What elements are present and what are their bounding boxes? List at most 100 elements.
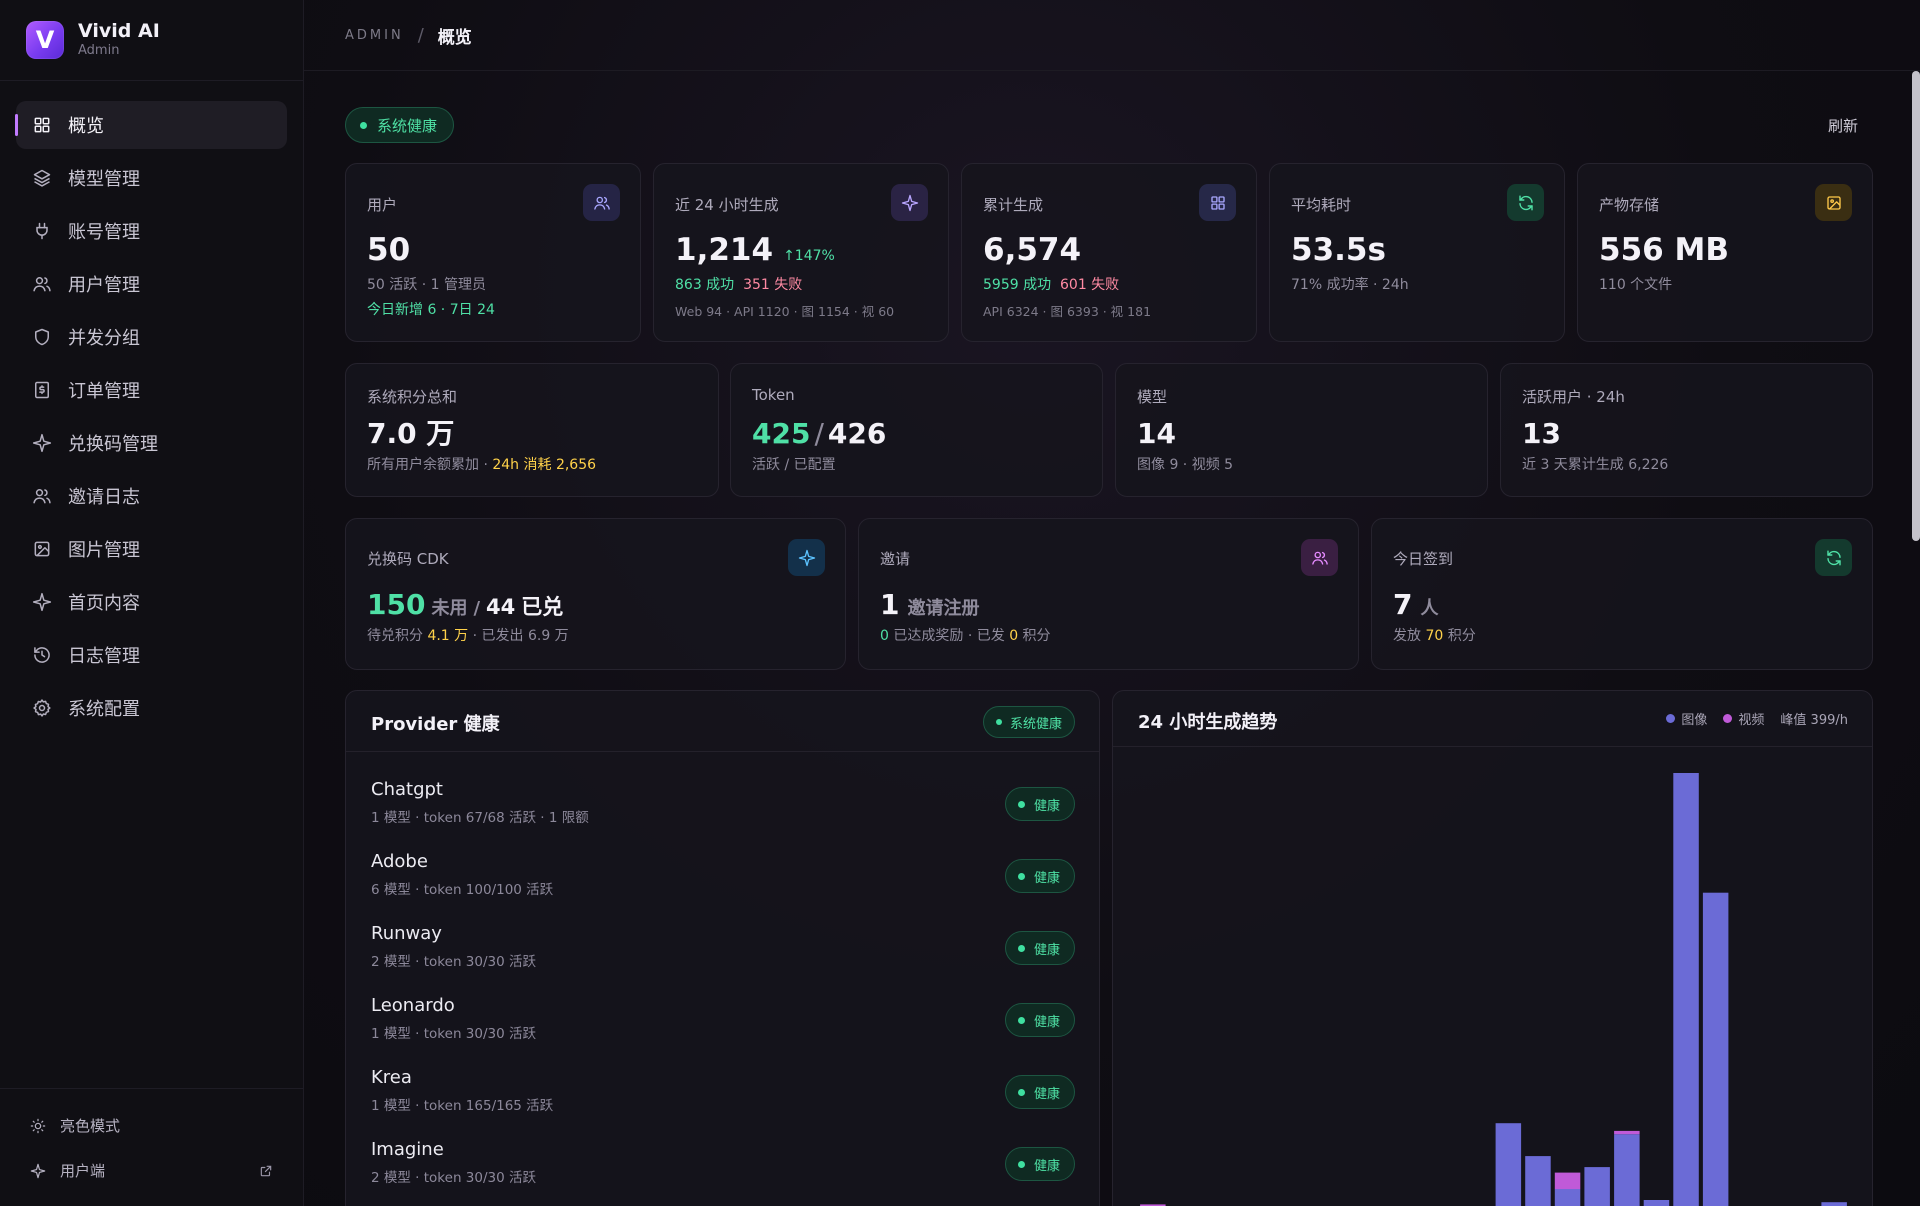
cdk-issued: · 已发出 6.9 万 [468,628,569,644]
cdk-unused-unit: 未用 [431,598,468,619]
invite-reward-label: 已达成奖励 · 已发 [888,628,1010,644]
stat-label: 用户 [367,196,398,214]
stat-label: 系统积分总和 [367,388,458,406]
sidebar-item-7[interactable]: 邀请日志 [16,472,287,520]
provider-meta: 1 模型 · token 165/165 活跃 [371,1098,554,1114]
provider-health-label: 系统健康 [1009,716,1062,732]
stat-value: 53.5s [1291,232,1386,268]
stat-value: 13 [1522,417,1561,450]
scrollbar-thumb[interactable] [1912,71,1920,541]
fail-count: 351 失败 [743,277,803,293]
sidebar-item-5[interactable]: 订单管理 [16,366,287,414]
stat-value: 1,214 [675,232,774,268]
users-icon [32,274,52,294]
main-area: ADMIN / 概览 系统健康 刷新 用户 50 50 活跃 · 1 管理员 [304,0,1920,1206]
cdk-used-unit: 已兑 [521,595,564,619]
bar-image-17 [1643,1200,1670,1206]
refresh-icon [1507,184,1544,221]
cdk-unused: 150 [367,588,426,621]
sidebar-item-9[interactable]: 首页内容 [16,578,287,626]
image-icon [32,539,52,559]
users-icon [583,184,620,221]
checkin-points-unit: 积分 [1443,628,1476,644]
checkin-grant-label: 发放 [1393,628,1426,644]
cdk-sep: / [473,598,481,619]
stat-line: 待兑积分 4.1 万 · 已发出 6.9 万 [367,627,569,645]
checkin-count: 7 [1393,588,1413,621]
status-dot [1017,800,1025,808]
stat-value: 556 MB [1599,232,1729,268]
stat-line-new: 今日新增 6 · 7日 24 [367,302,495,318]
sparkle-icon [32,433,52,453]
provider-status-badge: 健康 [1004,859,1075,893]
bar-video-14 [1554,1172,1581,1190]
grid-icon [1199,184,1236,221]
status-dot [1017,944,1025,952]
scrollbar[interactable] [1912,71,1920,1206]
stat-value: 50 [367,232,411,268]
sidebar-item-1[interactable]: 模型管理 [16,154,287,202]
sidebar-item-label: 日志管理 [68,646,140,667]
fail-count: 601 失败 [1060,277,1120,293]
stat-line: 0 已达成奖励 · 已发 0 积分 [880,627,1051,645]
sun-icon [30,1118,46,1134]
system-health-pill: 系统健康 [345,107,455,143]
sidebar-item-label: 首页内容 [68,593,140,614]
status-dot [1017,1160,1025,1168]
sidebar-item-10[interactable]: 日志管理 [16,631,287,679]
sidebar-item-label: 系统配置 [68,699,140,720]
provider-status-badge: 健康 [1004,1003,1075,1037]
status-dot [995,719,1002,725]
sparkle-icon [788,539,825,576]
provider-meta: 2 模型 · token 30/30 活跃 [371,1170,536,1186]
stat-breakdown: Web 94 · API 1120 · 图 1154 · 视 60 [675,304,895,319]
stat-card-active-users: 活跃用户 · 24h 13 近 3 天累计生成 6,226 [1500,363,1873,497]
provider-row[interactable]: Adobe 6 模型 · token 100/100 活跃 健康 [371,851,1075,909]
sidebar-item-8[interactable]: 图片管理 [16,525,287,573]
sparkle-icon [30,1163,46,1179]
sidebar-item-label: 用户管理 [68,275,140,296]
sidebar-item-4[interactable]: 并发分组 [16,313,287,361]
provider-status-label: 健康 [1033,1158,1060,1174]
provider-row[interactable]: Runway 2 模型 · token 30/30 活跃 健康 [371,923,1075,981]
breadcrumb-separator: / [417,24,424,46]
provider-row[interactable]: Chatgpt 1 模型 · token 67/68 活跃 · 1 限额 健康 [371,779,1075,837]
stat-label: 今日签到 [1393,550,1454,568]
stat-label: 模型 [1137,388,1168,406]
invite-points-unit: 积分 [1018,628,1051,644]
sidebar-item-0[interactable]: 概览 [15,101,287,149]
sidebar-item-11[interactable]: 系统配置 [16,684,287,732]
stat-label: 平均耗时 [1291,196,1352,214]
invite-points: 0 [1009,628,1019,644]
breadcrumb-root[interactable]: ADMIN [345,27,404,43]
provider-meta: 2 模型 · token 30/30 活跃 [371,954,536,970]
provider-health-pill: 系统健康 [982,706,1075,738]
stat-card-users: 用户 50 50 活跃 · 1 管理员 今日新增 6 · 7日 24 [345,163,641,342]
checkin-unit: 人 [1420,598,1439,619]
refresh-button[interactable]: 刷新 [1827,116,1858,135]
bar-image-18 [1673,773,1699,1206]
stat-card-invite: 邀请 1 邀请注册 0 已达成奖励 · 已发 0 积分 [858,518,1359,670]
provider-row[interactable]: Leonardo 1 模型 · token 30/30 活跃 健康 [371,995,1075,1053]
provider-row[interactable]: Krea 1 模型 · token 165/165 活跃 健康 [371,1067,1075,1125]
sidebar-item-3[interactable]: 用户管理 [16,260,287,308]
invite-unit: 邀请注册 [907,598,980,619]
sidebar-item-label: 订单管理 [68,381,140,402]
stat-card-credits: 系统积分总和 7.0 万 所有用户余额累加 · 24h 消耗 2,656 [345,363,719,497]
stat-line: 110 个文件 [1599,277,1673,293]
cdk-pending-label: 待兑积分 [367,628,428,644]
sidebar-item-label: 邀请日志 [68,487,140,508]
legend-item-image: 图像 [1666,709,1707,728]
sidebar-item-6[interactable]: 兑换码管理 [16,419,287,467]
grid-icon [32,115,52,135]
stat-line: 5959 成功 601 失败 [983,276,1119,294]
provider-row[interactable]: Imagine 2 模型 · token 30/30 活跃 健康 [371,1139,1075,1197]
sidebar-item-2[interactable]: 账号管理 [16,207,287,255]
theme-toggle[interactable]: 亮色模式 [30,1103,273,1148]
sidebar-nav: 概览模型管理账号管理用户管理并发分组订单管理兑换码管理邀请日志图片管理首页内容日… [0,81,303,732]
provider-name: Chatgpt [371,779,443,800]
invite-reward-count: 0 [880,628,889,644]
brand[interactable]: V Vivid AI Admin [0,0,303,81]
client-link[interactable]: 用户端 [30,1148,273,1193]
